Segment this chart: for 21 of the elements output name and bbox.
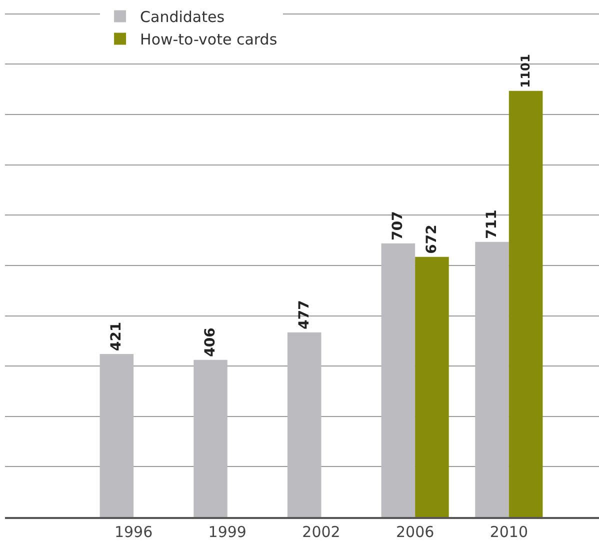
data-label: 421 (108, 322, 125, 352)
bar (381, 243, 416, 517)
x-tick-label: 2002 (302, 523, 340, 541)
bar (194, 360, 228, 517)
bar (415, 256, 449, 517)
x-tick-label: 1996 (114, 523, 153, 541)
x-tick-label: 2006 (396, 523, 434, 541)
data-label: 477 (296, 300, 312, 330)
data-label: 711 (484, 210, 500, 239)
data-label: 406 (202, 328, 219, 357)
bar (100, 354, 134, 517)
legend-label: Candidates (140, 8, 225, 26)
bar (287, 332, 322, 517)
bar (475, 242, 509, 517)
data-label: 672 (424, 224, 440, 254)
legend-label: How-to-vote cards (140, 30, 278, 49)
bar (508, 90, 543, 517)
data-label: 707 (390, 211, 406, 240)
x-tick-label: 1999 (208, 523, 246, 541)
data-label: 1101 (518, 54, 532, 88)
x-tick-label: 2010 (490, 523, 528, 541)
